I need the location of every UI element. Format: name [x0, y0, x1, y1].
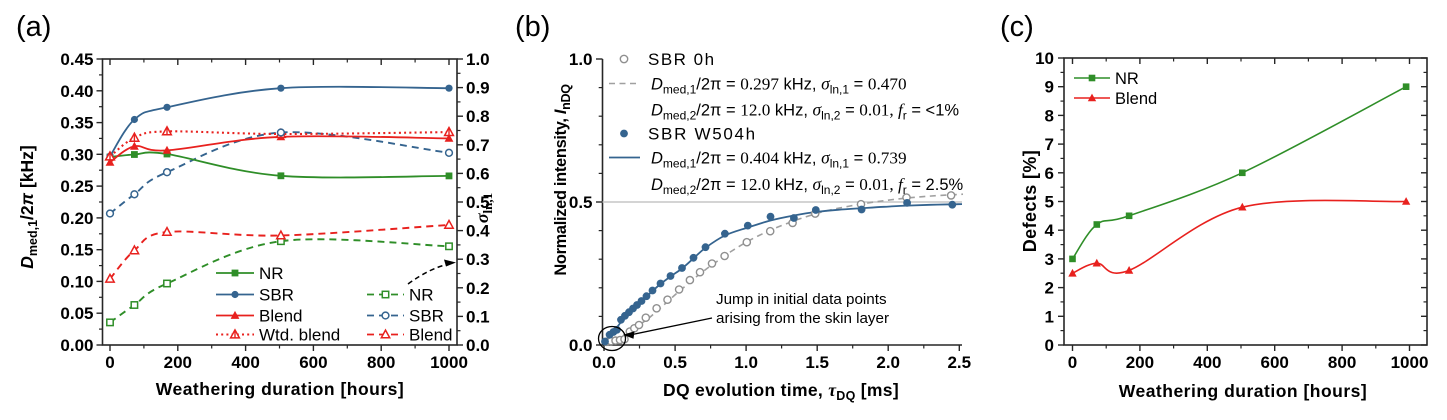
- svg-text:4: 4: [1045, 221, 1055, 240]
- svg-text:9: 9: [1045, 78, 1054, 97]
- svg-text:600: 600: [299, 353, 327, 372]
- svg-text:SBR: SBR: [409, 307, 444, 326]
- svg-text:Wtd. blend: Wtd. blend: [259, 326, 340, 345]
- svg-text:Dmed,1/2π [kHz]: Dmed,1/2π [kHz]: [17, 145, 40, 269]
- svg-text:0.6: 0.6: [466, 164, 490, 183]
- svg-text:Blend: Blend: [259, 307, 302, 326]
- svg-text:NR: NR: [409, 286, 434, 305]
- svg-text:1.0: 1.0: [466, 50, 490, 69]
- svg-text:Weathering duration [hours]: Weathering duration [hours]: [156, 379, 404, 399]
- svg-text:Normalized intensity, InDQ: Normalized intensity, InDQ: [552, 84, 573, 276]
- svg-text:0.25: 0.25: [60, 177, 93, 196]
- svg-text:1.0: 1.0: [734, 353, 758, 372]
- svg-text:0.1: 0.1: [466, 307, 490, 326]
- svg-text:0.45: 0.45: [60, 50, 93, 69]
- svg-text:(b): (b): [515, 11, 550, 43]
- svg-text:NR: NR: [259, 264, 284, 283]
- svg-text:0.0: 0.0: [466, 336, 490, 355]
- svg-text:0.5: 0.5: [466, 193, 490, 212]
- svg-text:0.30: 0.30: [60, 145, 93, 164]
- svg-text:0.0: 0.0: [592, 353, 616, 372]
- svg-text:Defects [%]: Defects [%]: [1020, 150, 1040, 252]
- svg-text:0: 0: [1068, 353, 1077, 372]
- svg-text:800: 800: [367, 353, 395, 372]
- svg-text:SBR: SBR: [259, 286, 294, 305]
- svg-text:0.7: 0.7: [466, 136, 490, 155]
- svg-text:Blend: Blend: [1115, 90, 1157, 108]
- svg-text:0.05: 0.05: [60, 304, 93, 323]
- svg-text:0.8: 0.8: [466, 107, 490, 126]
- svg-text:1.5: 1.5: [805, 353, 829, 372]
- svg-text:Dmed,2/2π = 12.0 kHz, σln,2 =: Dmed,2/2π = 12.0 kHz, σln,2 = 0.01, fr =…: [651, 174, 963, 197]
- svg-text:0.00: 0.00: [60, 336, 93, 355]
- svg-text:Jump in initial data points: Jump in initial data points: [716, 291, 887, 308]
- svg-text:Blend: Blend: [409, 326, 452, 345]
- svg-text:0.2: 0.2: [466, 279, 490, 298]
- svg-text:1.0: 1.0: [569, 50, 593, 69]
- svg-text:0.40: 0.40: [60, 82, 93, 101]
- svg-text:10: 10: [1035, 49, 1054, 68]
- svg-text:Dmed,1/2π = 0.297 kHz, σln,1: Dmed,1/2π = 0.297 kHz, σln,1 = 0.470: [651, 74, 907, 97]
- svg-text:(c): (c): [1000, 11, 1034, 43]
- svg-text:0.35: 0.35: [60, 114, 93, 133]
- svg-text:400: 400: [231, 353, 259, 372]
- svg-text:SBR W504h: SBR W504h: [648, 125, 757, 144]
- svg-text:5: 5: [1045, 193, 1054, 212]
- svg-text:σln,1: σln,1: [472, 193, 495, 223]
- svg-text:0.15: 0.15: [60, 241, 93, 260]
- svg-text:8: 8: [1045, 106, 1054, 125]
- svg-text:2.0: 2.0: [876, 353, 900, 372]
- svg-text:2.5: 2.5: [947, 353, 971, 372]
- svg-text:2: 2: [1045, 279, 1054, 298]
- svg-text:1000: 1000: [1391, 353, 1429, 372]
- svg-text:400: 400: [1193, 353, 1221, 372]
- svg-text:1: 1: [1045, 307, 1054, 326]
- svg-text:DQ evolution time, τDQ [ms]: DQ evolution time, τDQ [ms]: [663, 380, 899, 403]
- svg-text:200: 200: [164, 353, 192, 372]
- svg-text:6: 6: [1045, 164, 1054, 183]
- svg-text:0.0: 0.0: [569, 336, 593, 355]
- svg-text:800: 800: [1328, 353, 1356, 372]
- svg-text:0.5: 0.5: [663, 353, 687, 372]
- svg-text:1000: 1000: [430, 353, 468, 372]
- svg-text:SBR 0h: SBR 0h: [648, 50, 716, 69]
- svg-text:3: 3: [1045, 250, 1054, 269]
- svg-text:(a): (a): [16, 11, 51, 43]
- svg-text:0: 0: [105, 353, 114, 372]
- svg-text:0.10: 0.10: [60, 272, 93, 291]
- svg-text:0.3: 0.3: [466, 250, 490, 269]
- svg-text:0: 0: [1045, 336, 1054, 355]
- svg-text:0.20: 0.20: [60, 209, 93, 228]
- svg-text:7: 7: [1045, 135, 1054, 154]
- svg-text:Weathering duration [hours]: Weathering duration [hours]: [1119, 381, 1367, 401]
- svg-text:0.4: 0.4: [466, 222, 490, 241]
- svg-text:0.5: 0.5: [569, 193, 593, 212]
- svg-text:Dmed,1/2π = 0.404 kHz, σln,1: Dmed,1/2π = 0.404 kHz, σln,1 = 0.739: [651, 148, 907, 171]
- svg-text:600: 600: [1261, 353, 1289, 372]
- svg-text:0.9: 0.9: [466, 79, 490, 98]
- svg-text:200: 200: [1126, 353, 1154, 372]
- svg-text:arising from the skin layer: arising from the skin layer: [716, 310, 889, 327]
- svg-text:Dmed,2/2π = 12.0 kHz, σln,2 =: Dmed,2/2π = 12.0 kHz, σln,2 = 0.01, fr =…: [651, 100, 959, 123]
- svg-text:NR: NR: [1115, 70, 1139, 88]
